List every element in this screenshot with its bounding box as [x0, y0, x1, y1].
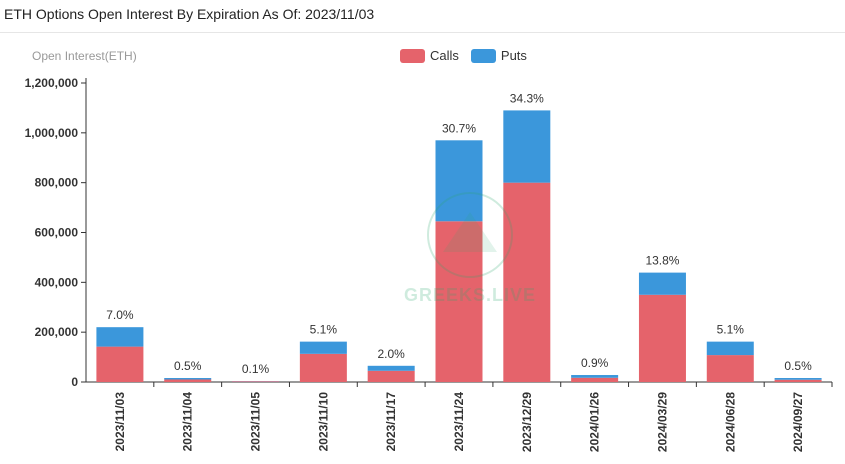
x-tick-label: 2023/12/29: [520, 392, 534, 452]
x-tick-label: 2024/03/29: [655, 392, 669, 452]
x-tick-label: 2023/11/04: [181, 392, 195, 452]
bar-calls: [774, 379, 822, 382]
bar-calls: [232, 381, 280, 382]
bar-calls: [367, 370, 415, 382]
legend-swatch-calls: [400, 48, 425, 63]
bar-puts: [706, 341, 754, 356]
bar-puts: [164, 378, 212, 380]
chart-title: ETH Options Open Interest By Expiration …: [4, 6, 375, 22]
x-tick-label: 2023/11/10: [316, 392, 330, 452]
bar-percent-label: 7.0%: [106, 308, 134, 322]
bar-calls: [299, 353, 347, 382]
bar-puts: [503, 110, 551, 183]
y-tick-label: 800,000: [35, 176, 79, 190]
bar-calls: [435, 221, 483, 382]
bar-calls: [503, 182, 551, 382]
legend-label-calls: Calls: [430, 48, 459, 63]
y-axis-title: Open Interest(ETH): [32, 49, 137, 63]
x-tick-label: 2023/11/03: [113, 392, 127, 452]
y-tick-label: 1,000,000: [25, 126, 79, 140]
chart-legend: Calls Puts: [400, 48, 539, 63]
bar-percent-label: 5.1%: [310, 323, 338, 337]
bar-puts: [435, 140, 483, 222]
bar-puts: [299, 341, 347, 354]
y-tick-label: 1,200,000: [25, 76, 79, 90]
bar-puts: [96, 327, 144, 347]
x-tick-label: 2024/01/26: [588, 392, 602, 452]
y-tick-label: 400,000: [35, 275, 79, 289]
bar-percent-label: 34.3%: [510, 91, 544, 105]
bar-puts: [638, 272, 686, 295]
x-tick-label: 2024/06/28: [723, 392, 737, 452]
bar-percent-label: 13.8%: [645, 254, 679, 268]
bar-percent-label: 30.7%: [442, 121, 476, 135]
bar-percent-label: 0.5%: [174, 359, 202, 373]
bar-percent-label: 0.1%: [242, 362, 270, 376]
bar-puts: [571, 375, 619, 378]
x-tick-label: 2024/09/27: [791, 392, 805, 452]
legend-label-puts: Puts: [500, 48, 527, 63]
bar-puts: [367, 365, 415, 371]
y-tick-label: 200,000: [35, 325, 79, 339]
bar-calls: [96, 346, 144, 382]
title-divider: [0, 32, 845, 33]
bar-percent-label: 0.5%: [784, 359, 812, 373]
legend-item-calls[interactable]: Calls: [400, 48, 459, 63]
y-tick-label: 0: [71, 375, 78, 389]
x-tick-label: 2023/11/24: [452, 392, 466, 452]
y-tick-label: 600,000: [35, 226, 79, 240]
bar-calls: [706, 355, 754, 382]
bar-percent-label: 0.9%: [581, 356, 609, 370]
bar-percent-label: 2.0%: [378, 347, 406, 361]
bar-calls: [638, 294, 686, 382]
bar-percent-label: 5.1%: [717, 323, 745, 337]
bar-calls: [571, 377, 619, 382]
legend-item-puts[interactable]: Puts: [470, 48, 527, 63]
bar-puts: [774, 378, 822, 380]
x-tick-label: 2023/11/17: [384, 392, 398, 452]
bar-calls: [164, 379, 212, 382]
legend-swatch-puts: [470, 48, 496, 63]
x-tick-label: 2023/11/05: [249, 392, 263, 452]
